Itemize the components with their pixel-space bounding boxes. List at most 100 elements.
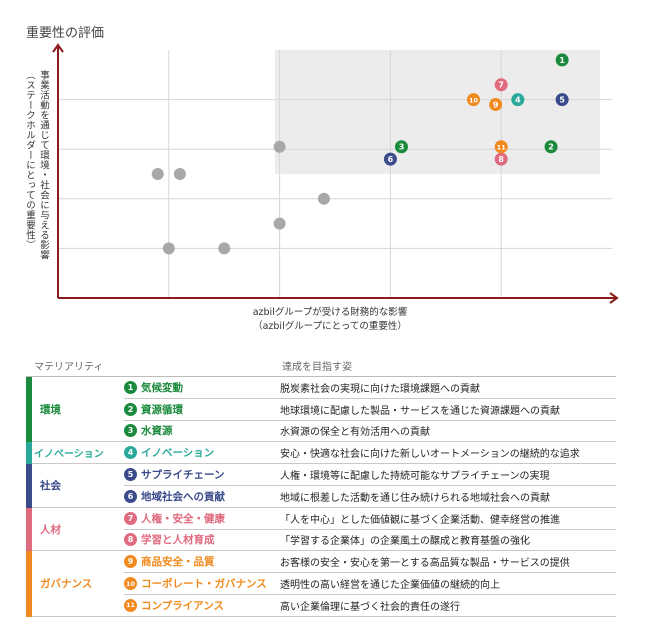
item-name: 地域社会への貢献 (141, 490, 225, 503)
item-goal: 人権・環境等に配慮した持続可能なサプライチェーンの実現 (280, 471, 550, 483)
scatter-point-gray (317, 192, 330, 205)
item-name: 商品安全・品質 (141, 556, 215, 569)
item-goal: 脱炭素社会の実現に向けた環境課題への貢献 (280, 383, 480, 395)
table-row: 9 商品安全・品質 お客様の安全・安心を第一とする高品質な製品・サービスの提供 (124, 551, 616, 574)
materiality-item: 5 サプライチェーン (124, 467, 280, 482)
materiality-point-marker (467, 93, 480, 107)
item-name: 資源循環 (141, 403, 183, 416)
table-row: 1 気候変動 脱炭素社会の実現に向けた環境課題への貢献 (124, 377, 616, 399)
item-goal: 高い企業倫理に基づく社会的責任の遂行 (280, 601, 460, 613)
category-group: 人材 7 人権・安全・健康 「人を中心」とした価値観に基づく企業活動、健幸経営の推進 8… (26, 507, 616, 552)
materiality-point-label: 7 (498, 81, 504, 90)
table-row: 5 サプライチェーン 人権・環境等に配慮した持続可能なサプライチェーンの実現 (124, 464, 616, 486)
materiality-point-marker (494, 78, 508, 92)
table-body: 環境 1 気候変動 脱炭素社会の実現に向けた環境課題への貢献 2 資源循環 地球環境に配慮し… (26, 377, 616, 617)
y-axis-arrow (52, 43, 64, 53)
materiality-item: 3 水資源 (124, 423, 280, 438)
category-label: 人材 (32, 508, 124, 552)
item-number-badge: 8 (124, 533, 137, 547)
materiality-point-4: 4 (511, 93, 525, 107)
scatter-point-gray (273, 217, 286, 230)
item-number-badge: 2 (124, 402, 137, 416)
item-name: コーポレート・ガバナンス (141, 578, 267, 591)
materiality-point-11: 11 (494, 140, 508, 154)
materiality-point-marker (555, 53, 569, 67)
materiality-point-1: 1 (555, 53, 569, 67)
table-row: 8 学習と人材育成 「学習する企業体」の企業風土の醸成と教育基盤の強化 (124, 530, 616, 552)
header-materiality: マテリアリティ (34, 362, 104, 373)
item-name: 人権・安全・健康 (141, 512, 225, 525)
category-group: イノベーション 4 イノベーション 安心・快適な社会に向けた新しいオートメーションの継… (26, 442, 616, 465)
category-group: 環境 1 気候変動 脱炭素社会の実現に向けた環境課題への貢献 2 資源循環 地球環境に配慮し… (26, 377, 616, 443)
scatter-point-gray (151, 168, 164, 180)
materiality-point-7: 7 (494, 78, 508, 92)
category-label: 社会 (32, 464, 124, 508)
materiality-item: 11 コンプライアンス (124, 598, 280, 613)
item-goal: 「学習する企業体」の企業風土の醸成と教育基盤の強化 (280, 536, 530, 548)
materiality-point-label: 6 (388, 155, 394, 164)
table-row: 7 人権・安全・健康 「人を中心」とした価値観に基づく企業活動、健幸経営の推進 (124, 508, 616, 530)
scatter-point-gray (162, 242, 175, 255)
materiality-point-marker (394, 140, 408, 154)
item-name: イノベーション (141, 447, 215, 460)
item-goal: 地域に根差した活動を通じ住み続けられる地域社会への貢献 (280, 492, 550, 504)
scatter-point-gray (273, 140, 286, 153)
materiality-item: 9 商品安全・品質 (124, 554, 280, 569)
item-number-badge: 9 (124, 555, 137, 569)
table-header: マテリアリティ 達成を目指す姿 (26, 354, 616, 377)
materiality-point-label: 3 (399, 143, 405, 152)
x-axis-label: azbilグループが受ける財務的な影響 （azbilグループにとっての重要性） (220, 306, 440, 334)
high-importance-region (275, 50, 600, 174)
item-number-badge: 6 (124, 489, 137, 503)
materiality-matrix: 1 2 3 4 5 6 7 8 9 10 11 (52, 43, 619, 304)
materiality-point-label: 1 (559, 56, 565, 65)
materiality-point-3: 3 (394, 140, 408, 154)
materiality-table: マテリアリティ 達成を目指す姿 環境 1 気候変動 脱炭素社会の実現に向けた環境課題へ… (26, 354, 616, 617)
materiality-point-marker (494, 152, 508, 166)
materiality-point-9: 9 (489, 98, 503, 112)
x-axis-label-line: azbilグループが受ける財務的な影響 (252, 307, 408, 318)
scatter-point-gray (173, 168, 186, 180)
table-row: 2 資源循環 地球環境に配慮した製品・サービスを通じた資源課題への貢献 (124, 399, 616, 421)
category-color-bar (26, 442, 32, 465)
materiality-item: 6 地域社会への貢献 (124, 489, 280, 504)
category-group: ガバナンス 9 商品安全・品質 お客様の安全・安心を第一とする高品質な製品・サービスの… (26, 551, 616, 617)
materiality-point-marker (489, 98, 503, 112)
category-color-bar (26, 464, 32, 508)
category-label: イノベーション (32, 442, 124, 465)
x-axis-label-line: （azbilグループにとっての重要性） (253, 321, 407, 332)
materiality-point-label: 10 (469, 97, 479, 105)
item-name: 気候変動 (141, 381, 183, 394)
category-label: ガバナンス (32, 551, 124, 617)
category-color-bar (26, 507, 32, 552)
item-number-badge: 3 (124, 424, 137, 438)
item-name: 学習と人材育成 (141, 534, 215, 547)
y-axis-label-line: （ステークホルダーにとっての重要性） (24, 70, 35, 250)
materiality-item: 10 コーポレート・ガバナンス (124, 576, 280, 591)
materiality-item: 2 資源循環 (124, 402, 280, 417)
materiality-point-label: 9 (493, 101, 499, 110)
table-row: 11 コンプライアンス 高い企業倫理に基づく社会的責任の遂行 (124, 595, 616, 617)
item-goal: 安心・快適な社会に向けた新しいオートメーションの継続的な追求 (280, 449, 580, 461)
materiality-point-label: 4 (515, 96, 521, 105)
table-row: 6 地域社会への貢献 地域に根差した活動を通じ住み続けられる地域社会への貢献 (124, 486, 616, 508)
item-goal: 透明性の高い経営を通じた企業価値の継続的向上 (280, 580, 500, 592)
materiality-point-8: 8 (494, 152, 508, 166)
materiality-item: 4 イノベーション (124, 445, 280, 460)
materiality-item: 1 気候変動 (124, 380, 280, 395)
materiality-point-6: 6 (383, 152, 397, 166)
category-group: 社会 5 サプライチェーン 人権・環境等に配慮した持続可能なサプライチェーンの実現 6 地… (26, 464, 616, 508)
materiality-point-2: 2 (544, 140, 558, 154)
chart-title: 重要性の評価 (26, 26, 105, 41)
materiality-point-label: 11 (497, 144, 507, 152)
table-row: 4 イノベーション 安心・快適な社会に向けた新しいオートメーションの継続的な追求 (124, 442, 616, 465)
item-name: サプライチェーン (141, 469, 225, 482)
materiality-point-marker (555, 93, 569, 107)
item-number-badge: 5 (124, 468, 137, 482)
materiality-point-label: 8 (498, 155, 504, 164)
x-axis-arrow (609, 292, 619, 304)
item-goal: 地球環境に配慮した製品・サービスを通じた資源課題への貢献 (280, 405, 560, 417)
materiality-point-10: 10 (467, 93, 480, 107)
materiality-item: 8 学習と人材育成 (124, 532, 280, 547)
item-number-badge: 7 (124, 511, 137, 525)
